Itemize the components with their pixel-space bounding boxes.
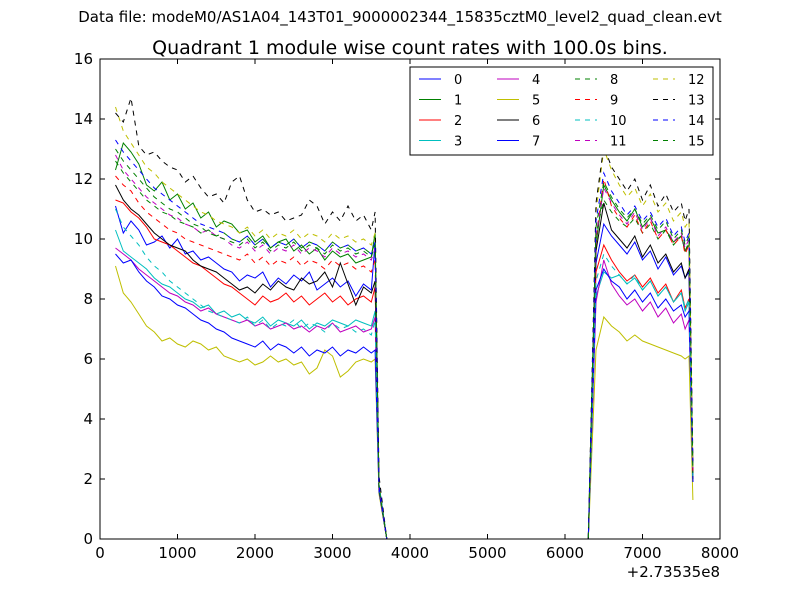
legend-label-14: 14 bbox=[688, 114, 705, 129]
x-tick-label: 8000 bbox=[701, 544, 739, 562]
legend-label-13: 13 bbox=[688, 94, 705, 109]
legend-box bbox=[409, 66, 714, 156]
x-tick-label: 0 bbox=[95, 544, 105, 562]
series-line-15 bbox=[115, 148, 694, 540]
y-tick-label: 6 bbox=[83, 350, 93, 368]
series-line-6 bbox=[115, 184, 694, 540]
legend-label-7: 7 bbox=[532, 135, 540, 150]
series-line-10 bbox=[115, 208, 694, 540]
series-line-5 bbox=[115, 265, 694, 540]
series-line-3 bbox=[115, 229, 694, 540]
x-tick-label: 3000 bbox=[313, 544, 351, 562]
x-tick-label: 4000 bbox=[391, 544, 429, 562]
legend-label-1: 1 bbox=[454, 94, 462, 109]
series-line-0 bbox=[115, 205, 694, 540]
x-tick-label: 5000 bbox=[468, 544, 506, 562]
legend-label-9: 9 bbox=[610, 94, 618, 109]
legend-label-8: 8 bbox=[610, 73, 618, 88]
legend-label-15: 15 bbox=[688, 135, 705, 150]
x-tick-label: 6000 bbox=[546, 544, 584, 562]
x-tick-label: 1000 bbox=[158, 544, 196, 562]
legend-label-2: 2 bbox=[454, 114, 462, 129]
series-line-7 bbox=[115, 253, 694, 540]
y-tick-label: 8 bbox=[83, 290, 93, 308]
y-tick-label: 12 bbox=[74, 170, 93, 188]
y-tick-label: 10 bbox=[74, 230, 93, 248]
legend-label-0: 0 bbox=[454, 73, 462, 88]
series-line-13 bbox=[115, 97, 694, 540]
series-line-8 bbox=[115, 160, 694, 540]
legend-label-6: 6 bbox=[532, 114, 540, 129]
y-tick-label: 4 bbox=[83, 410, 93, 428]
legend-label-4: 4 bbox=[532, 73, 540, 88]
y-tick-label: 16 bbox=[74, 50, 93, 68]
legend-label-5: 5 bbox=[532, 94, 540, 109]
chart-title: Quadrant 1 module wise count rates with … bbox=[152, 37, 668, 59]
series-line-1 bbox=[115, 141, 694, 540]
figure-suptitle: Data file: modeM0/AS1A04_143T01_90000023… bbox=[78, 8, 722, 26]
series-line-2 bbox=[115, 199, 694, 540]
series-layer bbox=[115, 97, 694, 540]
y-tick-label: 14 bbox=[74, 110, 93, 128]
series-line-4 bbox=[115, 247, 694, 540]
legend-label-10: 10 bbox=[610, 114, 627, 129]
series-line-9 bbox=[115, 175, 694, 540]
x-axis: 0 1000 2000 3000 4000 5000 6000 7000 8000 bbox=[95, 59, 739, 562]
x-tick-label: 7000 bbox=[623, 544, 661, 562]
x-offset-label: +2.73535e8 bbox=[627, 563, 720, 581]
series-line-14 bbox=[115, 139, 694, 540]
legend-label-3: 3 bbox=[454, 135, 462, 150]
series-line-12 bbox=[115, 106, 694, 540]
legend-label-11: 11 bbox=[610, 135, 627, 150]
y-tick-label: 0 bbox=[83, 530, 93, 548]
legend-label-12: 12 bbox=[688, 73, 705, 88]
y-tick-label: 2 bbox=[83, 470, 93, 488]
x-tick-label: 2000 bbox=[236, 544, 274, 562]
